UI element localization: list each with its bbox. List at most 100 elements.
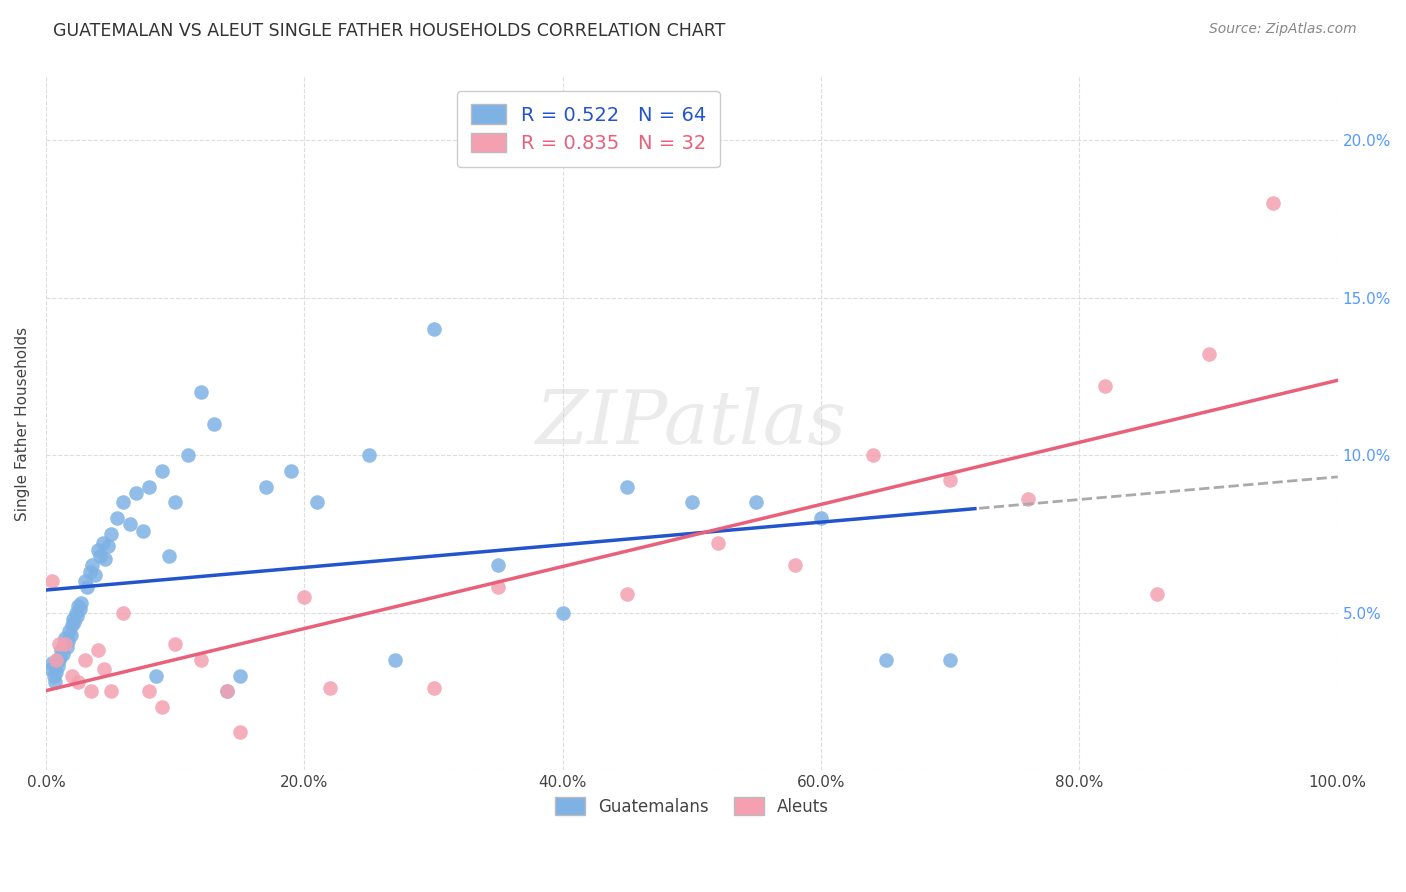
Y-axis label: Single Father Households: Single Father Households: [15, 326, 30, 521]
Point: [86, 643, 108, 657]
Point: [1198, 347, 1220, 361]
Point: [73, 653, 96, 667]
Point: [76, 581, 98, 595]
Point: [486, 558, 509, 573]
Point: [150, 464, 173, 478]
Point: [56, 634, 79, 648]
Point: [94, 552, 117, 566]
Point: [53, 631, 76, 645]
Point: [41, 574, 63, 588]
Point: [105, 511, 128, 525]
Point: [551, 606, 574, 620]
Point: [67, 599, 90, 614]
Point: [229, 668, 252, 682]
Text: ZIPatlas: ZIPatlas: [536, 387, 848, 460]
Point: [42, 668, 65, 682]
Point: [53, 637, 76, 651]
Point: [125, 486, 148, 500]
Point: [55, 640, 77, 655]
Point: [60, 618, 83, 632]
Point: [357, 448, 380, 462]
Point: [319, 681, 342, 695]
Point: [280, 464, 302, 478]
Point: [67, 674, 90, 689]
Point: [91, 536, 114, 550]
Point: [939, 653, 962, 667]
Point: [39, 662, 62, 676]
Point: [157, 549, 180, 563]
Point: [862, 448, 884, 462]
Point: [70, 596, 93, 610]
Point: [810, 511, 832, 525]
Legend: Guatemalans, Aleuts: Guatemalans, Aleuts: [547, 789, 838, 824]
Text: Source: ZipAtlas.com: Source: ZipAtlas.com: [1209, 22, 1357, 37]
Point: [45, 665, 67, 680]
Point: [1017, 492, 1039, 507]
Point: [165, 495, 187, 509]
Point: [138, 480, 160, 494]
Point: [82, 558, 104, 573]
Point: [785, 558, 807, 573]
Point: [100, 527, 122, 541]
Point: [1263, 196, 1285, 211]
Point: [51, 643, 73, 657]
Point: [165, 637, 187, 651]
Point: [939, 474, 962, 488]
Point: [706, 536, 728, 550]
Point: [62, 612, 84, 626]
Point: [681, 495, 703, 509]
Point: [1146, 587, 1168, 601]
Point: [44, 674, 66, 689]
Point: [73, 574, 96, 588]
Point: [254, 480, 277, 494]
Point: [616, 587, 638, 601]
Point: [58, 624, 80, 639]
Point: [118, 517, 141, 532]
Point: [53, 637, 76, 651]
Point: [48, 653, 70, 667]
Point: [112, 495, 135, 509]
Point: [190, 653, 212, 667]
Point: [190, 385, 212, 400]
Point: [84, 567, 107, 582]
Point: [875, 653, 897, 667]
Point: [177, 448, 200, 462]
Point: [65, 606, 87, 620]
Point: [616, 480, 638, 494]
Point: [384, 653, 406, 667]
Point: [93, 662, 115, 676]
Point: [1094, 379, 1116, 393]
Point: [100, 684, 122, 698]
Point: [46, 659, 69, 673]
Point: [138, 684, 160, 698]
Point: [80, 684, 103, 698]
Point: [422, 322, 444, 336]
Point: [422, 681, 444, 695]
Point: [97, 540, 120, 554]
Point: [145, 668, 167, 682]
Text: GUATEMALAN VS ALEUT SINGLE FATHER HOUSEHOLDS CORRELATION CHART: GUATEMALAN VS ALEUT SINGLE FATHER HOUSEH…: [53, 22, 725, 40]
Point: [292, 590, 315, 604]
Point: [150, 700, 173, 714]
Point: [41, 656, 63, 670]
Point: [307, 495, 329, 509]
Point: [86, 542, 108, 557]
Point: [52, 647, 75, 661]
Point: [66, 608, 89, 623]
Point: [112, 606, 135, 620]
Point: [486, 581, 509, 595]
Point: [89, 549, 111, 563]
Point: [79, 565, 101, 579]
Point: [132, 524, 155, 538]
Point: [45, 653, 67, 667]
Point: [49, 649, 72, 664]
Point: [229, 725, 252, 739]
Point: [215, 684, 238, 698]
Point: [69, 602, 91, 616]
Point: [59, 627, 82, 641]
Point: [745, 495, 768, 509]
Point: [202, 417, 225, 431]
Point: [60, 668, 83, 682]
Point: [63, 615, 86, 629]
Point: [215, 684, 238, 698]
